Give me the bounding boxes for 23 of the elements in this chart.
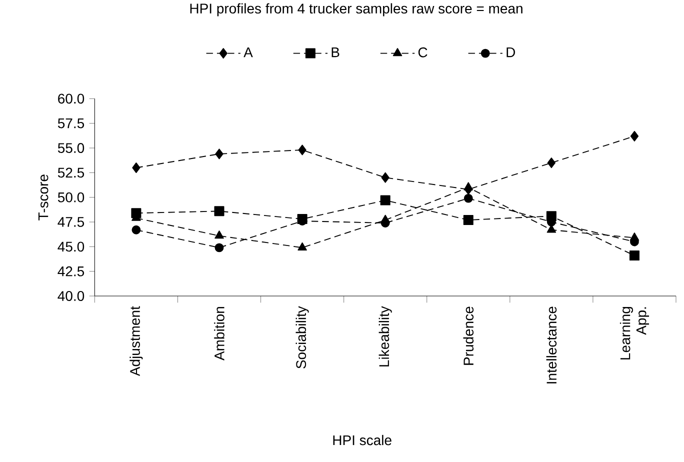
legend-label: C (418, 47, 428, 58)
legend-label: D (506, 47, 516, 58)
y-tick-label: 52.5 (58, 168, 84, 178)
y-tick-label: 57.5 (58, 118, 84, 128)
y-tick-label: 50.0 (58, 192, 84, 202)
chart-title: HPI profiles from 4 trucker samples raw score = mean (190, 3, 522, 16)
legend-label: A (244, 47, 253, 58)
x-tick-label: Ambition (214, 306, 224, 360)
x-tick-label: Learning App. (620, 306, 649, 360)
y-tick-label: 40.0 (58, 291, 84, 301)
y-tick-label: 42.5 (58, 266, 84, 276)
x-tick-label: Adjustment (130, 306, 143, 376)
x-tick-label: Intellectance (546, 306, 557, 384)
y-axis-title: T-score (38, 174, 48, 220)
x-tick-label: Sociability (296, 306, 309, 368)
legend-label: B (332, 47, 340, 58)
y-tick-label: 60.0 (58, 94, 84, 104)
y-tick-label: 47.5 (58, 217, 84, 227)
x-tick-label: Prudence (463, 306, 474, 365)
x-tick-label: Likeability (378, 306, 392, 366)
y-tick-label: 55.0 (58, 143, 84, 153)
y-tick-label: 45.0 (58, 242, 84, 252)
x-axis-title: HPI scale (333, 434, 392, 446)
